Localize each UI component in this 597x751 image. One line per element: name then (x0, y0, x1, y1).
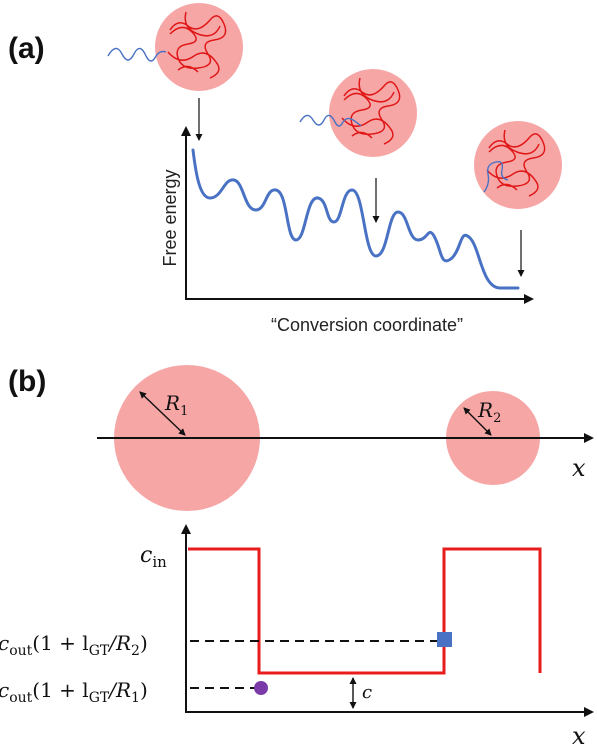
marker-circle (254, 681, 268, 695)
radius-arrow-r2 (463, 407, 492, 436)
concentration-profile (188, 547, 542, 675)
droplet-a1 (107, 3, 243, 141)
c-out-r1-label: cout(1 + lGT/R1) (0, 678, 148, 706)
delta-c-label: c (362, 682, 372, 703)
panel-a-xlabel: “Conversion coordinate” (271, 315, 463, 335)
x-label-top: x (572, 454, 586, 482)
droplet-a2 (299, 69, 417, 223)
panel-a-label: (a) (8, 32, 45, 65)
panel-b-label: (b) (8, 365, 46, 398)
x-label-bottom: x (572, 722, 586, 750)
droplet-a3 (474, 121, 562, 277)
free-energy-curve (191, 148, 520, 290)
c-in-label: cin (140, 543, 167, 571)
marker-square (437, 632, 452, 647)
panel-a-ylabel: Free energy (160, 169, 180, 266)
r1-label: R1 (164, 391, 188, 419)
radius-arrow-r1 (139, 391, 186, 436)
c-out-r2-label: cout(1 + lGT/R2) (0, 631, 148, 659)
r2-label: R2 (477, 398, 501, 426)
